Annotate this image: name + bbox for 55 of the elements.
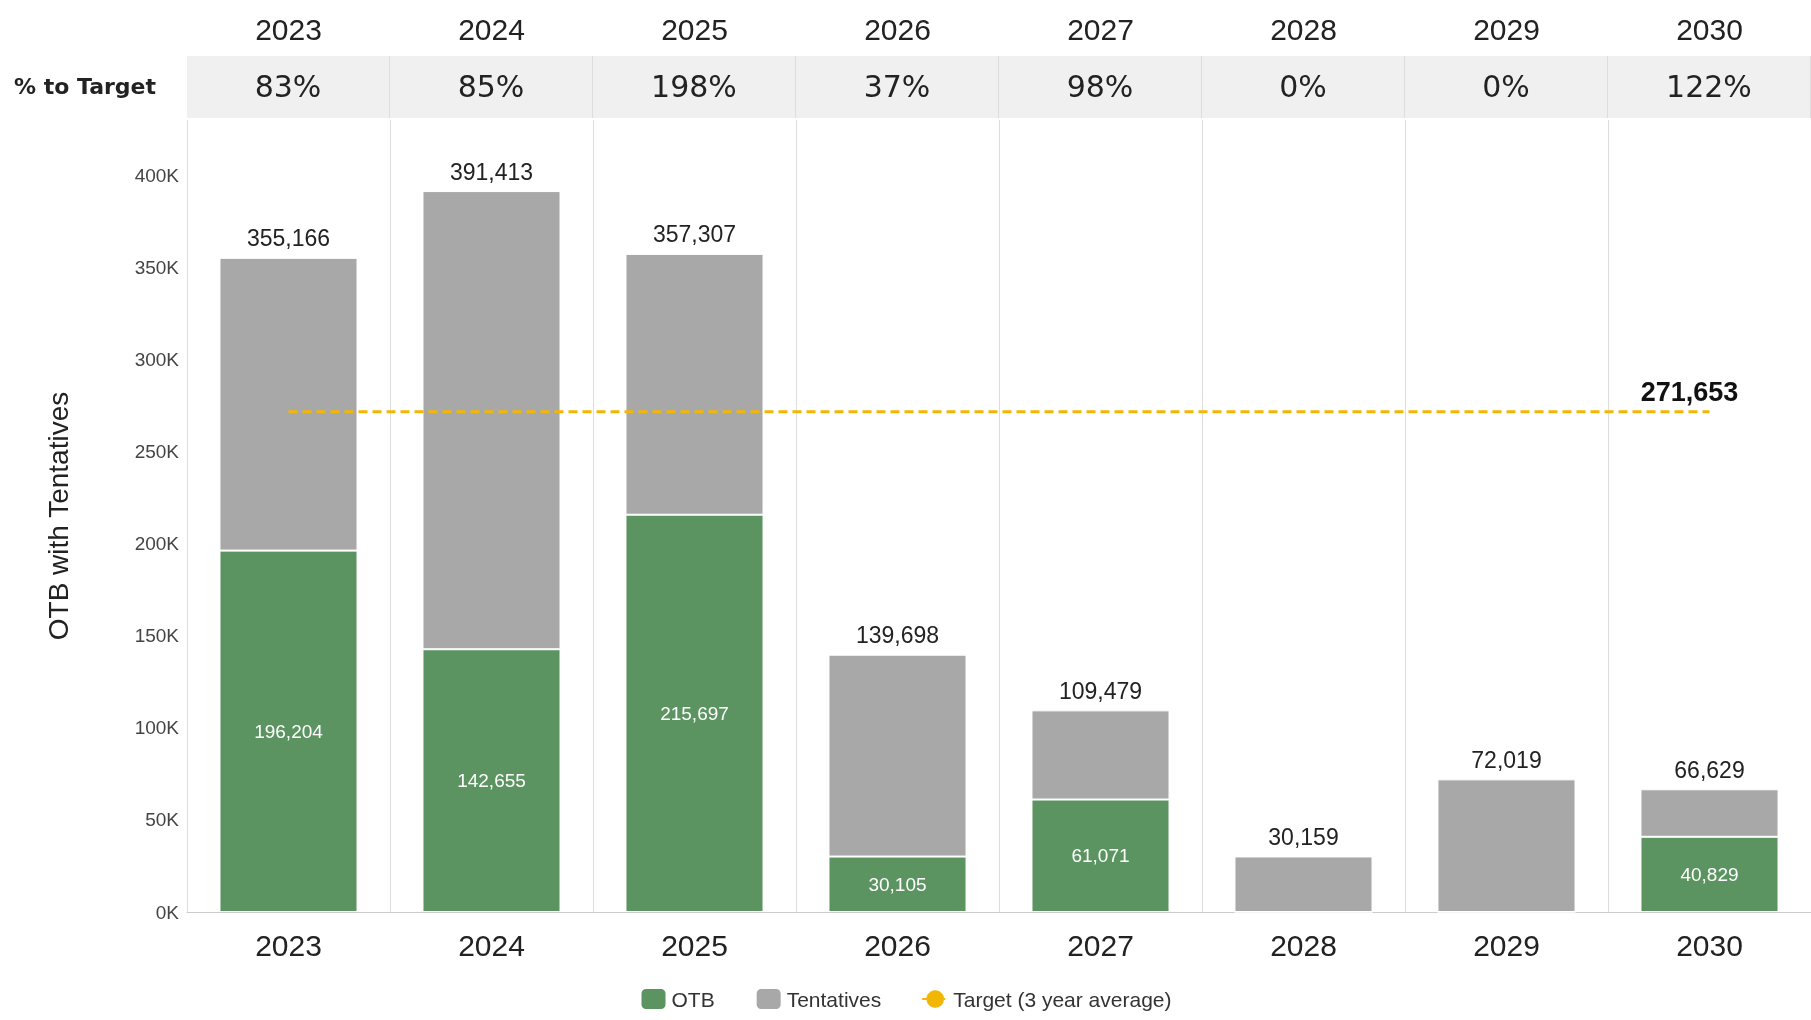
total-label: 72,019	[1471, 746, 1542, 773]
x-tick-label: 2030	[1676, 928, 1743, 962]
text: 0%	[1202, 56, 1405, 118]
text: 98%	[999, 56, 1202, 118]
category-label: 2023	[255, 12, 322, 46]
y-tick-label: 50K	[145, 809, 180, 831]
y-tick-label: 100K	[134, 717, 180, 739]
category-label: 2028	[1270, 12, 1337, 46]
data-label: 142,655	[457, 770, 526, 792]
x-tick-label: 2026	[864, 928, 931, 962]
total-label: 66,629	[1674, 756, 1745, 783]
legend-label: Tentatives	[786, 987, 882, 1011]
category-label: 2030	[1676, 12, 1743, 46]
category-label: 2029	[1473, 12, 1540, 46]
y-tick-label: 300K	[134, 348, 180, 370]
category-label: 2024	[458, 12, 525, 46]
x-tick-label: 2024	[458, 928, 525, 962]
text: 85%	[390, 56, 593, 118]
y-tick-label: 0K	[155, 901, 180, 923]
bar	[1437, 779, 1576, 912]
data-label: 215,697	[660, 702, 729, 724]
text: 122%	[1608, 56, 1811, 118]
category-label: 2025	[661, 12, 728, 46]
legend-label: OTB	[671, 987, 715, 1011]
bar	[1234, 856, 1373, 912]
legend-label: Target (3 year average)	[953, 987, 1172, 1011]
total-label: 139,698	[855, 622, 940, 649]
data-label: 30,105	[868, 873, 927, 895]
y-tick-label: 400K	[134, 164, 180, 186]
category-label: 2026	[864, 12, 931, 46]
text: 83%	[187, 56, 390, 118]
y-tick-label: 200K	[134, 533, 180, 555]
y-tick-label: 350K	[134, 256, 180, 278]
category-label: 2027	[1067, 12, 1134, 46]
total-label: 355,166	[246, 225, 331, 252]
text: 37%	[796, 56, 999, 118]
y-axis-title: OTB with Tentatives	[42, 391, 74, 641]
x-tick-label: 2027	[1067, 928, 1134, 962]
y-tick-label: 250K	[134, 441, 180, 463]
total-label: 109,479	[1058, 677, 1143, 704]
text: % to Target	[14, 73, 157, 101]
text: 198%	[593, 56, 796, 118]
text: 0%	[1405, 56, 1608, 118]
total-label: 357,307	[652, 221, 737, 248]
x-tick-label: 2025	[661, 928, 728, 962]
x-tick-label: 2029	[1473, 928, 1540, 962]
data-label: 196,204	[254, 720, 324, 742]
total-label: 391,413	[449, 158, 534, 185]
data-label: 271,653	[1640, 377, 1739, 408]
total-label: 30,159	[1268, 823, 1339, 850]
x-tick-label: 2023	[255, 928, 322, 962]
data-label: 61,071	[1071, 845, 1130, 867]
data-label: 40,829	[1680, 863, 1739, 885]
x-tick-label: 2028	[1270, 928, 1337, 962]
y-tick-label: 150K	[134, 625, 180, 647]
